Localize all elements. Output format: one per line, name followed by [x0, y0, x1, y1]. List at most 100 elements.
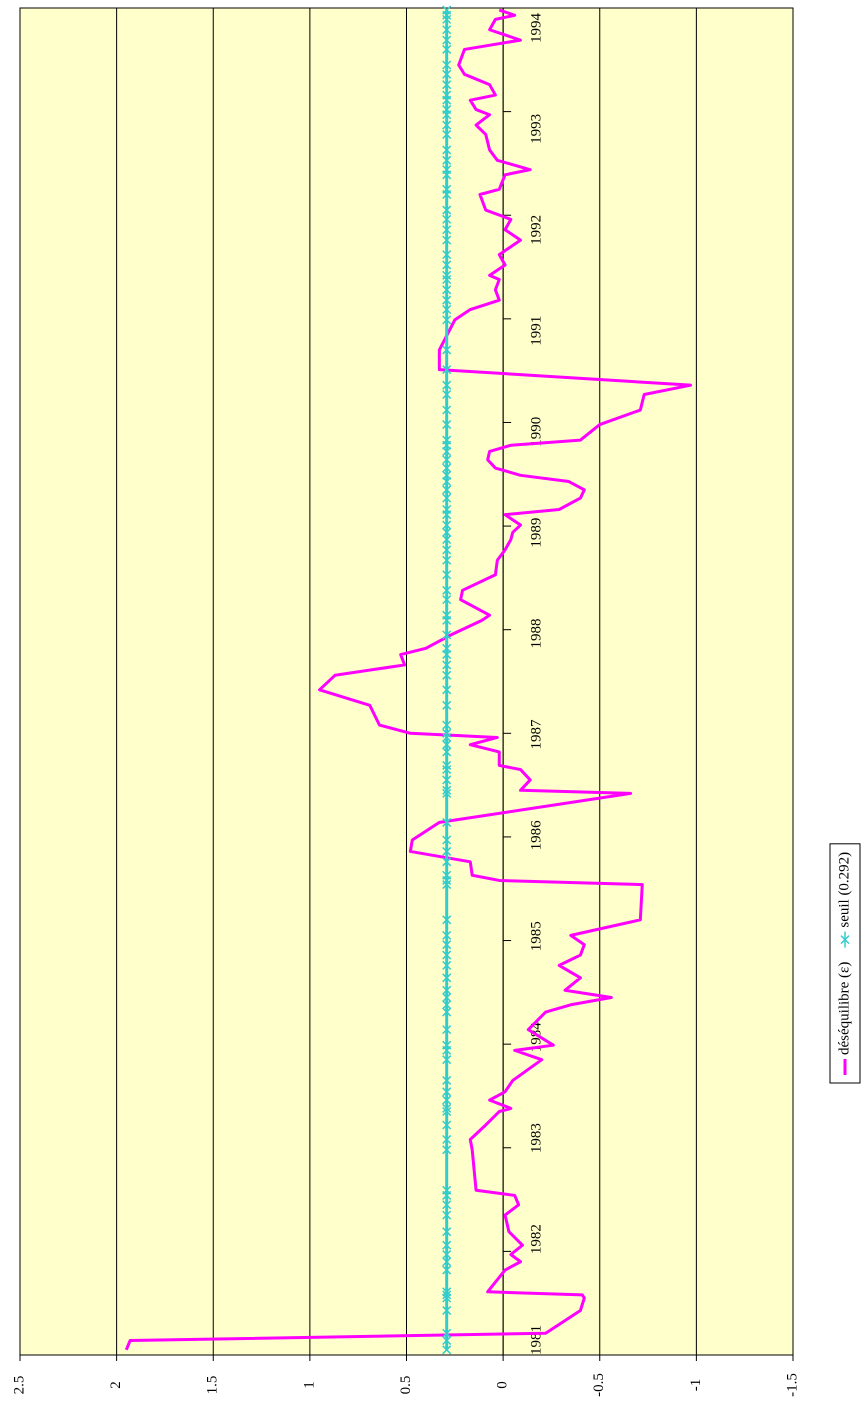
- marker: [442, 285, 452, 295]
- marker: [442, 1227, 452, 1237]
- y-tick-label: -1: [688, 1379, 704, 1392]
- marker: [442, 1007, 452, 1017]
- marker: [442, 535, 452, 545]
- marker: [442, 595, 452, 605]
- marker: [442, 455, 452, 465]
- marker: [442, 389, 452, 400]
- marker: [442, 1290, 452, 1300]
- marker: [442, 915, 452, 925]
- marker: [442, 1145, 452, 1155]
- marker: [442, 470, 452, 480]
- marker: [442, 973, 452, 983]
- plot-border: [19, 7, 794, 1356]
- marker: [442, 214, 452, 224]
- marker: [442, 235, 452, 245]
- marker: [442, 643, 452, 653]
- marker: [442, 435, 452, 445]
- x-tick-label: 1988: [529, 619, 545, 649]
- marker: [442, 1210, 452, 1220]
- marker: [442, 365, 452, 375]
- marker: [442, 1287, 452, 1297]
- y-tick-label: 1.5: [205, 1376, 221, 1395]
- marker: [442, 380, 452, 390]
- y-tick-label: 0.5: [398, 1376, 414, 1395]
- marker: [442, 992, 452, 1003]
- marker: [442, 765, 452, 775]
- marker: [442, 155, 452, 165]
- marker: [442, 1305, 452, 1315]
- marker: [442, 420, 452, 430]
- marker: [442, 545, 452, 555]
- y-tick-label: 0: [495, 1381, 511, 1389]
- x-tick-label: 1992: [529, 215, 545, 245]
- marker: [442, 1025, 452, 1035]
- marker: [442, 205, 452, 215]
- marker: [442, 1106, 452, 1117]
- marker: [442, 985, 452, 995]
- x-tick-label: 1987: [529, 719, 545, 750]
- marker: [442, 950, 452, 960]
- marker: [442, 315, 452, 325]
- marker: [442, 857, 452, 867]
- x-tick-label: 1993: [529, 114, 545, 144]
- marker: [442, 1200, 452, 1210]
- marker: [442, 846, 452, 856]
- marker: [442, 405, 452, 415]
- marker: [442, 835, 452, 845]
- marker: [442, 1120, 452, 1130]
- data-line: [124, 8, 693, 1351]
- legend-box: [829, 843, 861, 1084]
- marker: [442, 788, 452, 798]
- marker: [442, 345, 452, 355]
- x-tick-label: 1991: [529, 316, 545, 346]
- marker: [442, 527, 452, 537]
- marker: [442, 760, 452, 770]
- marker: [442, 295, 452, 305]
- marker: [442, 740, 452, 750]
- marker: [442, 660, 452, 670]
- x-tick-label: 1989: [529, 518, 545, 548]
- marker: [442, 585, 452, 595]
- marker: [442, 14, 452, 24]
- marker: [442, 817, 452, 827]
- marker: [442, 69, 452, 79]
- marker: [442, 747, 452, 757]
- y-tick-label: -0.5: [591, 1373, 607, 1397]
- marker: [442, 570, 452, 580]
- y-tick-label: -1.5: [784, 1373, 800, 1397]
- marker: [442, 274, 452, 285]
- marker: [442, 270, 452, 280]
- marker: [442, 930, 452, 940]
- marker: [442, 165, 452, 175]
- marker: [442, 1000, 452, 1010]
- marker: [442, 1249, 452, 1260]
- marker: [442, 555, 452, 565]
- x-tick-label: 1985: [529, 921, 545, 951]
- marker: [442, 720, 452, 730]
- marker: [442, 25, 452, 35]
- marker: [442, 120, 452, 130]
- marker: [442, 129, 452, 139]
- marker: [442, 940, 452, 950]
- marker: [442, 260, 452, 270]
- y-tick-label: 1: [301, 1381, 317, 1389]
- marker: [442, 960, 452, 970]
- legend-label: seuil (0.292): [836, 852, 852, 928]
- marker: [442, 670, 452, 680]
- legend-label: déséquilibre (ε): [836, 962, 852, 1055]
- legend: déséquilibre (ε) seuil (0.292): [829, 843, 861, 1084]
- marker: [442, 630, 452, 640]
- marker: [442, 1345, 452, 1355]
- marker: [442, 1328, 452, 1338]
- marker: [442, 728, 452, 738]
- marker: [442, 1095, 452, 1105]
- marker: [442, 463, 452, 473]
- legend-marker: [840, 935, 850, 945]
- marker: [442, 1265, 452, 1275]
- marker: [442, 1087, 452, 1097]
- x-tick-label: 1982: [529, 1224, 545, 1254]
- marker: [442, 304, 452, 315]
- marker: [442, 1055, 452, 1065]
